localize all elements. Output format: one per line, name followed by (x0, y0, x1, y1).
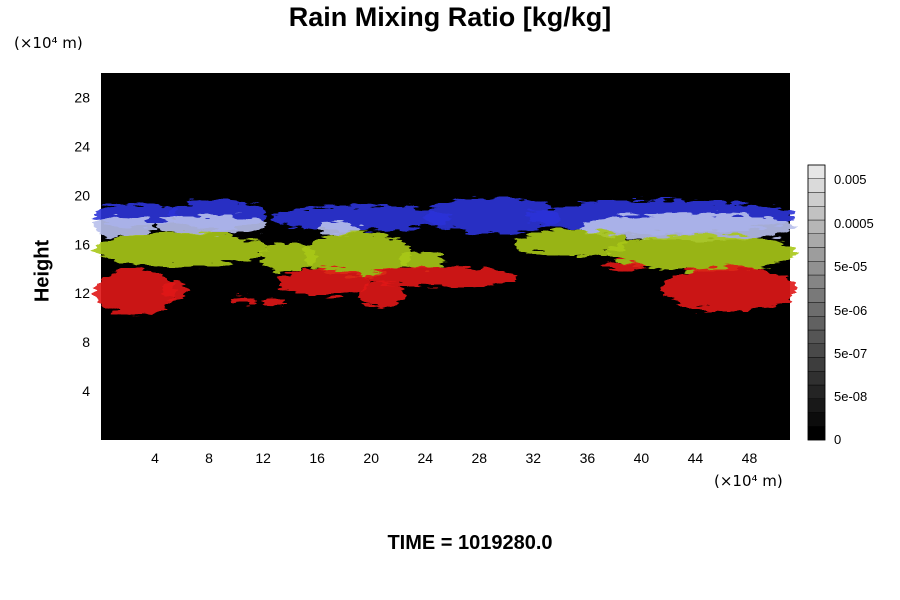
colorbar-frame (807, 164, 826, 441)
time-label: TIME = 1019280.0 (387, 532, 553, 554)
colorbar-swatch (807, 426, 826, 441)
colorbar-swatch (807, 178, 826, 193)
colorbar-swatch (807, 206, 826, 221)
field-patch (162, 280, 189, 300)
field-patch (261, 241, 317, 272)
colorbar-swatch (807, 219, 826, 234)
field-patch (425, 197, 560, 234)
field-patch (365, 266, 520, 288)
field-patch (95, 232, 267, 267)
colorbar-label: 5e-07 (834, 346, 867, 361)
field-patch (358, 280, 405, 308)
y-axis-unit: (×10⁴ m) (14, 34, 83, 52)
field-patch (601, 261, 648, 272)
x-tick-label: 24 (417, 450, 433, 466)
colorbar-swatch (807, 274, 826, 289)
colorbar: 0 5e-08 5e-07 5e-06 5e-05 0.0005 0.005 (807, 164, 874, 447)
colorbar-swatch (807, 343, 826, 358)
colorbar-swatch (807, 329, 826, 344)
x-tick-label: 4 (151, 450, 159, 466)
colorbar-swatch (807, 247, 826, 262)
x-tick-label: 48 (742, 450, 758, 466)
field-patch (608, 234, 796, 272)
field-patch (95, 268, 175, 316)
colorbar-swatch (807, 384, 826, 399)
field-patch (662, 266, 796, 312)
field-patch (398, 251, 445, 269)
x-axis-unit: (×10⁴ m) (714, 472, 783, 490)
colorbar-swatch (807, 398, 826, 413)
field-patch (95, 216, 155, 237)
colorbar-label: 5e-05 (834, 259, 867, 274)
colorbar-swatch (807, 164, 826, 179)
x-tick-label: 16 (309, 450, 325, 466)
y-tick-label: 8 (82, 334, 90, 350)
colorbar-label: 0.005 (834, 172, 867, 187)
x-tick-label: 8 (205, 450, 213, 466)
colorbar-swatch (807, 192, 826, 207)
field-patch (273, 205, 452, 231)
colorbar-swatch (807, 316, 826, 331)
x-tick-label: 32 (526, 450, 542, 466)
x-tick-label: 12 (255, 450, 271, 466)
colorbar-swatch (807, 261, 826, 276)
y-tick-label: 16 (74, 236, 90, 252)
x-tick-label: 40 (634, 450, 650, 466)
colorbar-swatch (807, 357, 826, 372)
field-patch (155, 214, 267, 235)
colorbar-swatch (807, 412, 826, 427)
colorbar-swatch (807, 302, 826, 317)
chart-title: Rain Mixing Ratio [kg/kg] (288, 2, 612, 32)
y-tick-label: 28 (74, 89, 90, 105)
colorbar-label: 5e-06 (834, 303, 867, 318)
field-patch (513, 229, 628, 257)
colorbar-swatch (807, 288, 826, 303)
field-patch (304, 232, 411, 277)
y-tick-label: 4 (82, 383, 90, 399)
field-patch (277, 268, 371, 296)
field-patch (262, 298, 287, 307)
x-tick-label: 44 (688, 450, 704, 466)
x-tick-label: 36 (580, 450, 596, 466)
y-tick-label: 12 (74, 285, 90, 301)
field-patch (581, 213, 796, 241)
y-tick-label: 20 (74, 187, 90, 203)
colorbar-swatch (807, 371, 826, 386)
field-patch (317, 222, 364, 235)
field-patch (230, 296, 259, 305)
colorbar-swatch (807, 233, 826, 248)
y-tick-label: 24 (74, 138, 90, 154)
colorbar-label: 0.0005 (834, 216, 874, 231)
x-tick-label: 28 (471, 450, 487, 466)
x-tick-label: 20 (363, 450, 379, 466)
colorbar-label: 5e-08 (834, 389, 867, 404)
colorbar-label: 0 (834, 432, 841, 447)
